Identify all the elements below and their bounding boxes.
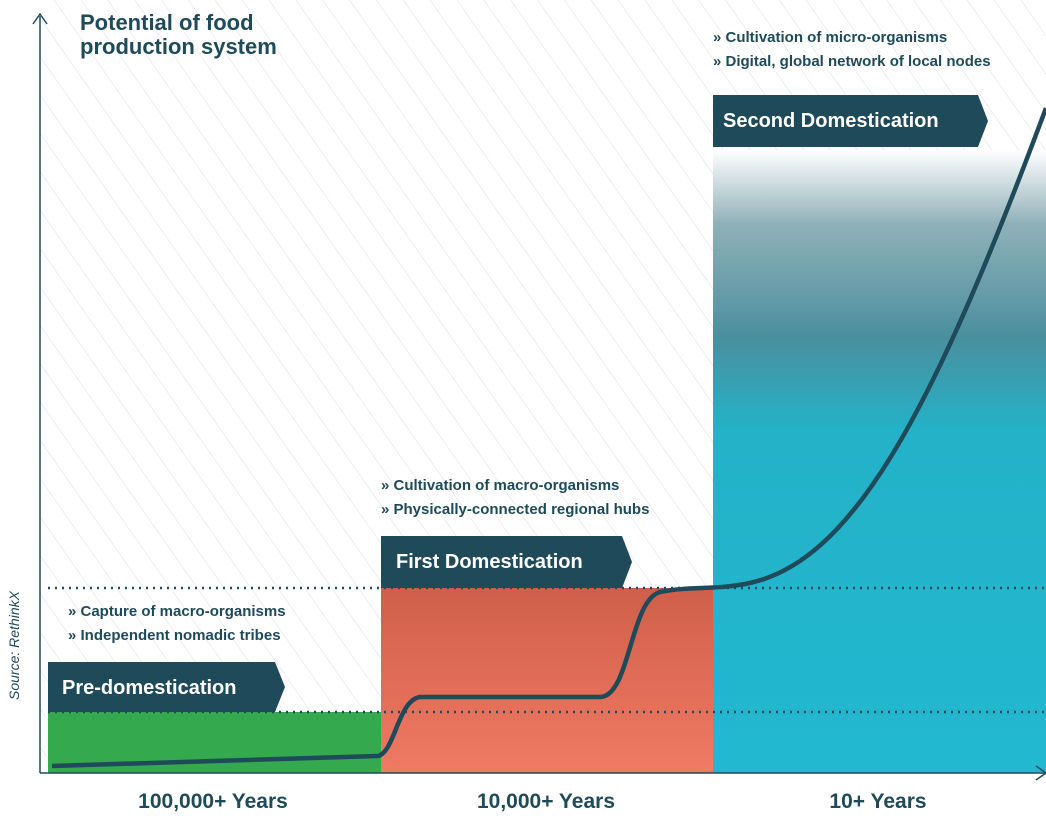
bullet: » Digital, global network of local nodes <box>713 50 991 74</box>
period: 100,000+ Years <box>48 790 378 814</box>
period: 10,000+ Years <box>381 790 711 814</box>
period: 10+ Years <box>713 790 1043 814</box>
bullet: » Cultivation of micro-organisms <box>713 26 947 50</box>
diagram: Potential of food production system Sour… <box>0 0 1046 816</box>
title: Potential of food production system <box>80 11 310 59</box>
first-region <box>381 588 713 773</box>
bullet: » Physically-connected regional hubs <box>381 498 649 522</box>
source: Source: RethinkX <box>6 591 22 700</box>
second-region <box>713 150 1046 773</box>
stage-name: Second Domestication <box>723 95 939 147</box>
stage-name: Pre-domestication <box>62 662 236 714</box>
stage-name: First Domestication <box>396 536 583 588</box>
bullet: » Cultivation of macro-organisms <box>381 474 619 498</box>
bullet: » Independent nomadic tribes <box>68 624 281 648</box>
bullet: » Capture of macro-organisms <box>68 600 286 624</box>
